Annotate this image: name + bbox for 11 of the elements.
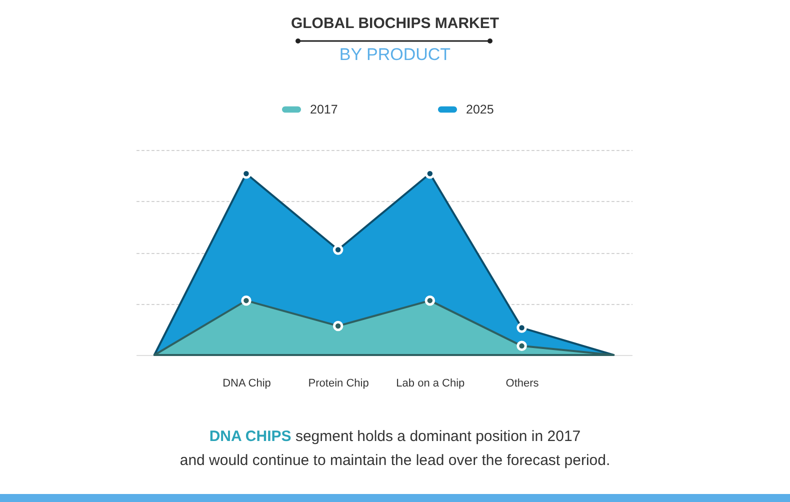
chart-subtitle: BY PRODUCT <box>339 45 451 64</box>
chart-title: GLOBAL BIOCHIPS MARKET <box>290 15 500 32</box>
x-tick-label: Protein Chip <box>308 378 369 390</box>
x-tick-label: Others <box>506 378 540 390</box>
text: and would continue to maintain the lead over the forecast period. <box>180 452 610 469</box>
legend-label: 2017 <box>310 102 338 116</box>
x-tick-label: Lab on a Chip <box>396 378 465 390</box>
legend-label: 2025 <box>466 102 494 116</box>
x-tick-label: DNA Chip <box>222 378 271 390</box>
text: DNA CHIPS <box>209 428 292 445</box>
text: segment holds a dominant position in 2017 <box>295 428 581 445</box>
